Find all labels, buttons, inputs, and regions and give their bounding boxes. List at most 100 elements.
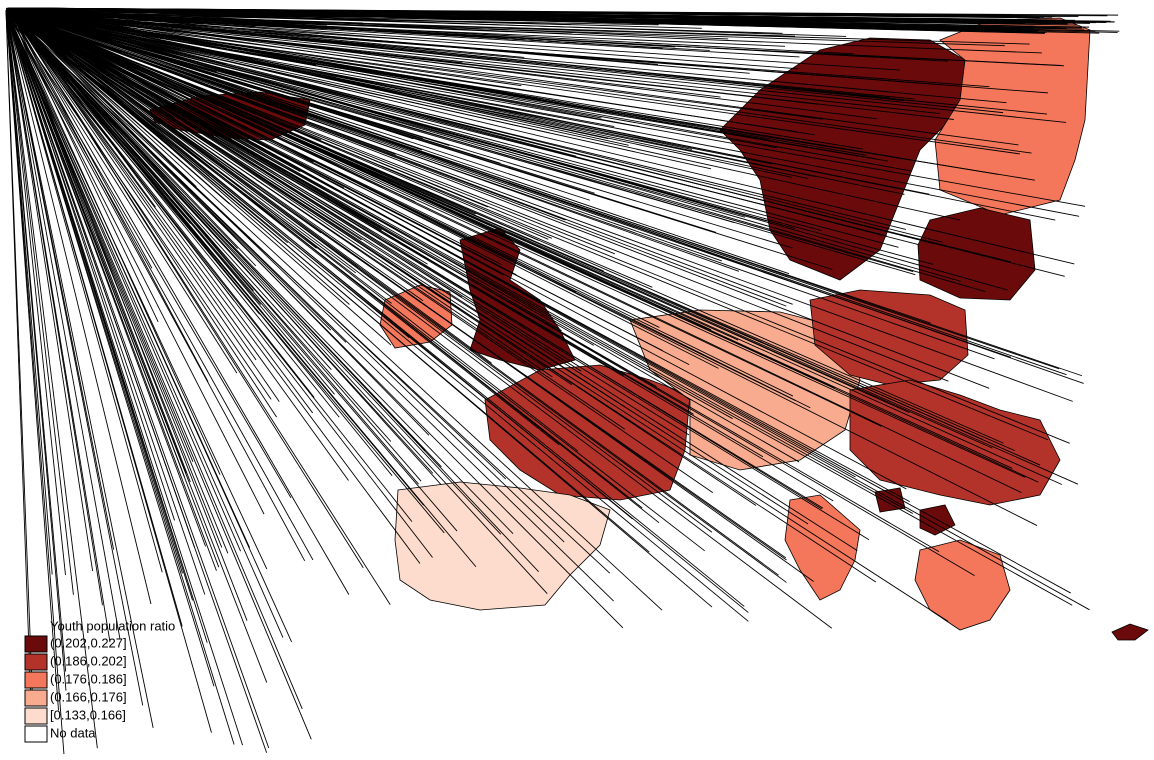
artifact-line bbox=[6, 10, 413, 522]
artifact-line bbox=[8, 9, 525, 58]
artifact-line bbox=[9, 10, 209, 383]
artifact-line bbox=[10, 12, 723, 262]
artifact-line bbox=[8, 10, 794, 397]
legend-swatch bbox=[24, 725, 48, 743]
artifact-line bbox=[6, 8, 265, 515]
artifact-line bbox=[5, 9, 67, 672]
artifact-line bbox=[9, 10, 779, 576]
region bbox=[874, 487, 906, 513]
artifact-line bbox=[7, 7, 1092, 23]
artifact-line bbox=[7, 13, 1026, 478]
artifact-line bbox=[10, 12, 940, 552]
artifact-line bbox=[11, 9, 790, 275]
legend-label: (0.202,0.227] bbox=[50, 635, 127, 650]
artifact-line bbox=[8, 10, 793, 305]
artifact-line bbox=[5, 9, 212, 733]
artifact-line bbox=[5, 9, 111, 643]
artifact-line bbox=[5, 9, 215, 687]
legend-swatch bbox=[24, 671, 48, 689]
artifact-line bbox=[7, 7, 1009, 291]
artifact-line bbox=[9, 12, 442, 468]
artifact-line bbox=[11, 9, 254, 291]
artifact-line bbox=[11, 7, 750, 74]
artifact-line bbox=[6, 9, 502, 535]
artifact-line bbox=[6, 8, 595, 194]
artifact-line bbox=[7, 7, 1006, 31]
artifact-line bbox=[9, 10, 1048, 115]
artifact-line bbox=[8, 12, 746, 218]
region bbox=[394, 481, 611, 611]
artifact-line bbox=[9, 12, 421, 564]
artifact-line bbox=[5, 9, 163, 573]
artifact-line bbox=[11, 8, 560, 102]
artifact-line bbox=[10, 11, 1067, 376]
artifact-line bbox=[5, 9, 270, 749]
artifact-line bbox=[8, 11, 322, 234]
artifact-line bbox=[9, 8, 577, 157]
artifact-line bbox=[7, 8, 934, 244]
artifact-line bbox=[5, 9, 284, 638]
artifact-line bbox=[5, 9, 268, 753]
artifact-line bbox=[7, 12, 995, 360]
artifact-line bbox=[7, 8, 943, 243]
artifact-line bbox=[9, 7, 504, 276]
artifact-line bbox=[8, 10, 1083, 377]
artifact-line bbox=[5, 11, 272, 400]
region bbox=[914, 539, 1011, 631]
artifact-line bbox=[7, 13, 663, 352]
artifact-line bbox=[7, 11, 949, 382]
artifact-line bbox=[10, 11, 277, 418]
artifact-line bbox=[5, 9, 32, 704]
artifact-line bbox=[7, 11, 347, 343]
artifact-line bbox=[5, 9, 220, 568]
artifact-line bbox=[6, 7, 552, 239]
artifact-line bbox=[5, 9, 217, 571]
artifact-line bbox=[10, 12, 834, 502]
legend-swatch bbox=[24, 707, 48, 725]
artifact-line bbox=[5, 9, 625, 430]
artifact-line bbox=[5, 8, 562, 332]
artifact-line bbox=[10, 9, 713, 608]
artifact-line bbox=[11, 11, 573, 386]
artifact-line bbox=[5, 9, 121, 639]
artifact-line bbox=[11, 10, 757, 506]
artifact-line bbox=[5, 9, 251, 548]
artifact-line bbox=[10, 12, 477, 568]
artifact-line bbox=[10, 9, 986, 292]
legend-label: (0.176,0.186] bbox=[50, 671, 127, 686]
artifact-line bbox=[8, 10, 787, 583]
artifact-line bbox=[9, 13, 1073, 606]
artifact-line bbox=[7, 11, 823, 120]
legend-swatch bbox=[24, 635, 48, 653]
artifact-line bbox=[11, 10, 1007, 104]
artifact-line bbox=[5, 9, 152, 605]
artifact-line bbox=[9, 7, 912, 172]
artifact-line bbox=[6, 10, 517, 276]
artifact-line bbox=[10, 13, 836, 389]
artifact-line bbox=[11, 9, 493, 364]
artifact-line bbox=[5, 9, 98, 749]
artifact-line bbox=[10, 7, 430, 436]
legend: Youth population ratio (0.202,0.227] (0.1… bbox=[24, 618, 175, 743]
artifact-line bbox=[8, 8, 153, 269]
artifact-line bbox=[9, 12, 914, 514]
artifact-line bbox=[5, 9, 303, 710]
artifact-line bbox=[5, 9, 243, 746]
artifact-line bbox=[6, 8, 745, 607]
artifact-line bbox=[10, 9, 663, 611]
artifact-line bbox=[6, 10, 800, 58]
legend-swatch bbox=[24, 653, 48, 671]
artifact-line bbox=[10, 7, 847, 37]
artifact-line bbox=[10, 10, 560, 446]
legend-label: [0.133,0.166] bbox=[50, 707, 126, 722]
region bbox=[459, 227, 576, 371]
artifact-line bbox=[5, 9, 312, 740]
legend-label: (0.186,0.202] bbox=[50, 653, 127, 668]
artifact-line bbox=[10, 9, 814, 582]
artifact-line bbox=[6, 9, 609, 140]
legend-title: Youth population ratio bbox=[50, 618, 175, 633]
artifact-line bbox=[11, 10, 1071, 594]
artifact-line bbox=[10, 8, 1038, 526]
artifact-line bbox=[9, 7, 1022, 494]
artifact-line bbox=[5, 9, 59, 711]
